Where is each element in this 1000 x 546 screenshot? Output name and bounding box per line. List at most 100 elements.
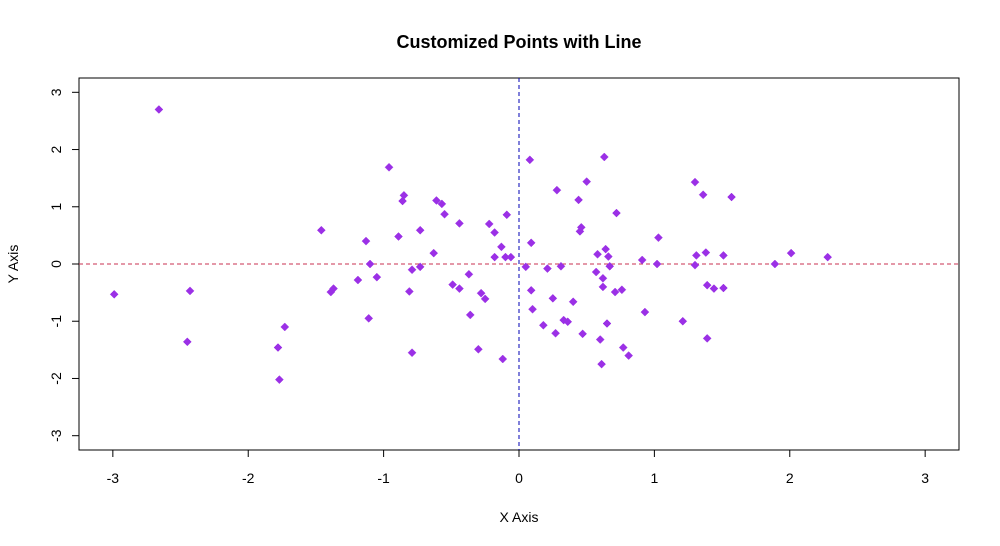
data-point	[185, 286, 195, 296]
data-point	[563, 317, 573, 327]
data-point	[361, 236, 371, 246]
data-point	[701, 248, 711, 257]
data-point	[316, 225, 326, 235]
data-point	[404, 287, 414, 296]
data-point	[455, 219, 464, 228]
data-point	[598, 273, 608, 283]
data-point	[654, 233, 663, 243]
y-tick-label: -3	[48, 429, 64, 442]
data-point	[548, 293, 558, 303]
data-point	[612, 208, 621, 218]
data-point	[398, 196, 407, 206]
data-point	[604, 252, 613, 261]
data-point	[597, 359, 606, 369]
y-axis-label: Y Axis	[5, 245, 21, 284]
data-point	[109, 289, 119, 299]
data-point	[440, 209, 449, 219]
y-axis: -3 -2 -1 0 1 2 3	[48, 88, 79, 442]
data-point	[280, 322, 290, 332]
data-point	[652, 259, 662, 269]
data-point	[640, 307, 650, 317]
data-point	[556, 261, 566, 271]
data-point	[521, 262, 531, 272]
y-tick-label: -2	[48, 372, 64, 385]
data-point	[690, 177, 700, 187]
data-point	[415, 262, 425, 272]
data-point	[595, 335, 605, 344]
data-point	[182, 337, 192, 347]
data-point	[364, 314, 374, 323]
x-tick-label: -3	[107, 470, 120, 486]
data-point	[394, 232, 403, 241]
data-point	[502, 210, 512, 220]
data-point	[568, 297, 578, 307]
data-point	[465, 310, 475, 320]
data-point	[574, 195, 583, 205]
chart-title: Customized Points with Line	[396, 32, 641, 52]
data-point	[437, 199, 447, 209]
data-point	[770, 259, 780, 269]
data-point	[429, 248, 439, 258]
data-point	[506, 252, 516, 262]
data-point	[275, 375, 284, 384]
data-point	[484, 219, 494, 229]
data-point	[692, 251, 701, 260]
data-point	[601, 244, 610, 254]
data-point	[598, 282, 608, 292]
data-point	[448, 280, 458, 289]
y-tick-label: -1	[48, 315, 64, 328]
data-point	[551, 328, 560, 338]
x-tick-label: 2	[786, 470, 794, 486]
data-point	[624, 351, 634, 360]
data-point	[154, 105, 164, 114]
data-point	[498, 354, 508, 364]
data-point	[727, 192, 736, 202]
data-point	[576, 223, 586, 232]
data-point	[464, 269, 474, 279]
data-point	[786, 248, 796, 258]
data-point	[702, 334, 712, 343]
data-point	[490, 228, 499, 237]
data-point	[543, 264, 552, 273]
data-point	[432, 196, 441, 205]
data-point	[353, 275, 363, 285]
points-layer	[109, 105, 833, 384]
data-point	[709, 284, 719, 293]
y-tick-label: 1	[48, 203, 64, 211]
data-point	[602, 319, 612, 328]
data-point	[582, 177, 592, 186]
data-point	[407, 348, 417, 358]
reference-lines	[79, 78, 959, 450]
x-tick-label: 3	[921, 470, 929, 486]
data-point	[599, 152, 609, 162]
data-point	[618, 343, 628, 352]
data-point	[617, 285, 627, 295]
data-point	[593, 249, 602, 259]
x-tick-label: -1	[377, 470, 390, 486]
x-tick-label: 1	[650, 470, 658, 486]
data-point	[497, 242, 506, 252]
data-point	[384, 162, 394, 172]
data-point	[702, 280, 712, 290]
data-point	[610, 287, 620, 297]
data-point	[539, 320, 548, 330]
data-point	[528, 304, 537, 314]
data-point	[591, 267, 601, 277]
data-point	[823, 252, 833, 262]
data-point	[480, 294, 490, 304]
data-point	[637, 255, 647, 265]
data-point	[719, 283, 728, 293]
data-point	[605, 261, 615, 271]
data-point	[273, 343, 283, 352]
data-point	[490, 252, 499, 262]
data-point	[526, 285, 536, 295]
data-point	[455, 284, 464, 293]
x-axis: -3 -2 -1 0 1 2 3	[107, 450, 929, 486]
data-point	[525, 155, 535, 165]
data-point	[678, 316, 688, 326]
y-tick-label: 2	[48, 145, 64, 153]
y-tick-label: 3	[48, 88, 64, 96]
data-point	[399, 190, 409, 200]
data-point	[552, 185, 562, 195]
